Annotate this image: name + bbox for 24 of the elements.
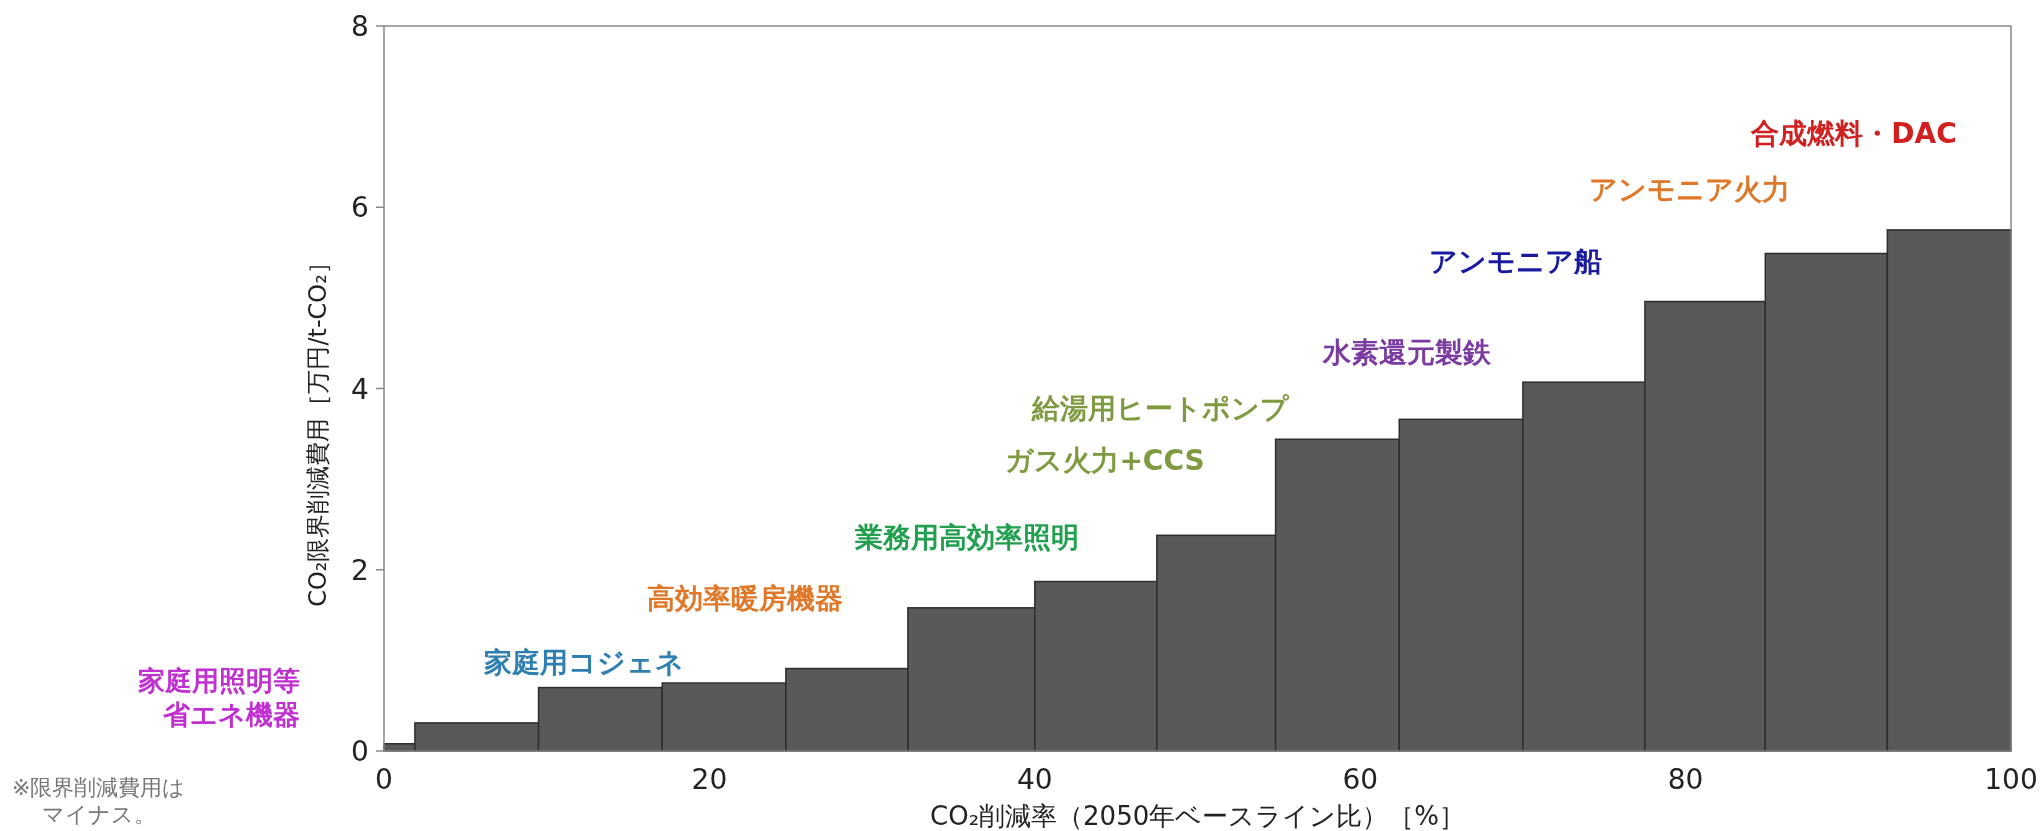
y-axis-title: CO₂限界削減費用［万円/t-CO₂］ xyxy=(304,250,332,607)
y-tick-label: 8 xyxy=(351,10,369,43)
x-tick-label: 40 xyxy=(1016,763,1053,796)
annotation: 合成燃料・DAC xyxy=(1750,117,1957,150)
y-tick-label: 4 xyxy=(351,372,369,406)
annotation: 家庭用コジェネ xyxy=(483,646,684,679)
annotation: アンモニア船 xyxy=(1428,245,1602,278)
y-tick-label: 0 xyxy=(351,735,369,768)
annotation: ガス火力+CCS xyxy=(1005,444,1205,477)
x-tick-label: 0 xyxy=(375,763,393,796)
annotation: アンモニア火力 xyxy=(1588,173,1790,206)
annotation: 水素還元製鉄 xyxy=(1322,336,1492,369)
text: 家庭用照明等省エネ機器 xyxy=(137,665,300,730)
x-tick-label: 60 xyxy=(1342,763,1379,796)
x-axis-title: CO₂削減率（2050年ベースライン比）［%］ xyxy=(930,801,1465,831)
annotation: 業務用高効率照明 xyxy=(854,521,1079,554)
y-tick-label: 6 xyxy=(351,191,369,225)
x-tick-label: 80 xyxy=(1667,763,1704,796)
annotation: 高効率暖房機器 xyxy=(647,582,843,615)
annotation: 給湯用ヒートポンプ xyxy=(1030,392,1290,425)
x-tick-label: 20 xyxy=(691,763,728,796)
text: ※限界削減費用はマイナス。 xyxy=(12,775,186,827)
y-tick-label: 2 xyxy=(351,553,369,587)
x-tick-label: 100 xyxy=(1984,763,2038,796)
